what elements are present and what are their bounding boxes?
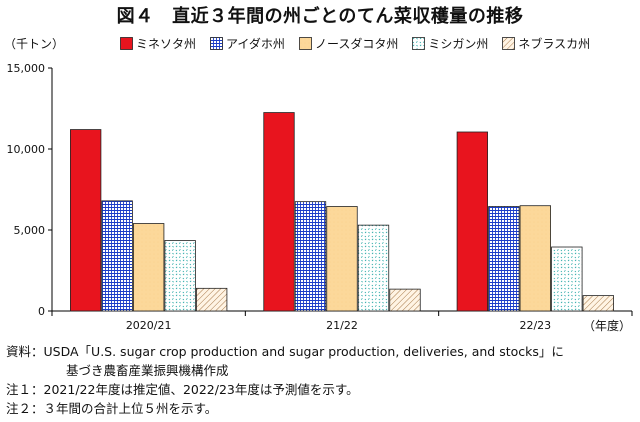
x-tick-label: 2020/21: [126, 319, 172, 332]
bar-north-dakota: [326, 206, 358, 312]
note-source-text: USDA「U.S. sugar crop production and suga…: [43, 344, 564, 359]
legend-label-minnesota: ミネソタ州: [136, 37, 197, 51]
bar-nebraska: [582, 295, 614, 312]
legend-label-idaho: アイダホ州: [226, 37, 285, 51]
legend-item-idaho: アイダホ州: [210, 35, 285, 52]
y-unit-label: （千トン）: [4, 37, 65, 51]
bar-idaho: [488, 206, 520, 312]
x-axis: 2020/21 21/22 22/23: [51, 310, 633, 332]
legend-item-nebraska: ネブラスカ州: [502, 35, 590, 52]
legend-swatch-idaho: [210, 37, 223, 50]
x-unit-label: （年度）: [583, 319, 632, 333]
legend-swatch-nebraska: [502, 37, 516, 50]
y-tick-label: 15,000: [7, 62, 46, 75]
note-2: 注２： ３年間の合計上位５州を示す。: [6, 399, 636, 418]
note-source-cont: 基づき農畜産業振興機構作成: [6, 361, 636, 380]
bar-north-dakota: [519, 205, 551, 312]
y-tick-label: 5,000: [14, 224, 46, 237]
bar-nebraska: [389, 288, 421, 312]
note-1-text: 2021/22年度は推定値、2022/23年度は予測値を示す。: [43, 382, 359, 397]
legend-item-minnesota: ミネソタ州: [120, 35, 196, 52]
note-2-key: 注２：: [6, 401, 44, 416]
legend-item-north-dakota: ノースダコタ州: [299, 35, 398, 52]
legend-swatch-michigan: [412, 37, 426, 50]
note-source-key: 資料：: [6, 344, 44, 359]
y-tick-label: 0: [38, 305, 45, 318]
y-tick-label: 10,000: [7, 143, 46, 156]
bar-minnesota: [70, 129, 102, 312]
chart-title: 図４ 直近３年間の州ごとのてん菜収穫量の推移: [116, 6, 524, 27]
bar-chart: 0 5,000 10,000 15,000 2020/21 21/22 22/23: [7, 62, 633, 332]
legend-swatch-minnesota: [120, 37, 133, 50]
bar-michigan: [551, 246, 583, 312]
bar-michigan: [164, 240, 196, 312]
note-source-cont-text: 基づき農畜産業振興機構作成: [66, 363, 229, 378]
note-1: 注１： 2021/22年度は推定値、2022/23年度は予測値を示す。: [6, 380, 636, 399]
legend-swatch-north-dakota: [299, 37, 312, 50]
note-source: 資料： USDA「U.S. sugar crop production and …: [6, 342, 636, 361]
note-1-key: 注１：: [6, 382, 44, 397]
bar-nebraska: [196, 287, 228, 312]
legend-label-michigan: ミシガン州: [428, 37, 489, 51]
legend-label-nebraska: ネブラスカ州: [518, 37, 591, 51]
note-2-text: ３年間の合計上位５州を示す。: [43, 401, 218, 416]
bar-idaho: [294, 201, 327, 312]
legend-label-north-dakota: ノースダコタ州: [314, 37, 399, 51]
bars: [70, 112, 614, 312]
bar-minnesota: [263, 112, 295, 312]
bar-idaho: [101, 200, 133, 312]
x-tick-label: 22/23: [519, 319, 551, 332]
bar-minnesota: [456, 131, 488, 312]
legend: ミネソタ州 アイダホ州 ノースダコタ州 ミシガン州 ネブラスカ州: [120, 35, 604, 52]
bar-north-dakota: [133, 223, 165, 312]
bar-michigan: [357, 224, 390, 312]
y-axis: 0 5,000 10,000 15,000: [7, 62, 53, 318]
x-tick-label: 21/22: [326, 319, 358, 332]
legend-item-michigan: ミシガン州: [412, 35, 488, 52]
notes: 資料： USDA「U.S. sugar crop production and …: [6, 342, 636, 418]
